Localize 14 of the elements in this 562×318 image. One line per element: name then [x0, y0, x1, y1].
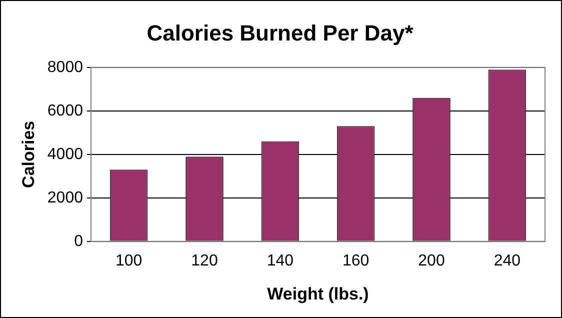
chart-title: Calories Burned Per Day* [146, 20, 414, 46]
x-tick-label: 100 [115, 252, 142, 270]
x-tick-label: 240 [494, 252, 521, 270]
x-tick-label: 200 [418, 252, 445, 270]
y-tick-label: 0 [74, 232, 84, 250]
y-tick-label: 8000 [47, 58, 84, 76]
y-tick-label: 2000 [47, 189, 84, 206]
y-axis-title: Calories [18, 120, 38, 188]
x-axis-title: Weight (lbs.) [267, 284, 369, 304]
x-tick-label: 140 [266, 252, 294, 270]
x-tick-label: 120 [191, 252, 218, 270]
y-tick-label: 6000 [47, 102, 84, 120]
x-tick-label: 160 [342, 252, 370, 270]
y-tick-label: 4000 [47, 146, 84, 163]
